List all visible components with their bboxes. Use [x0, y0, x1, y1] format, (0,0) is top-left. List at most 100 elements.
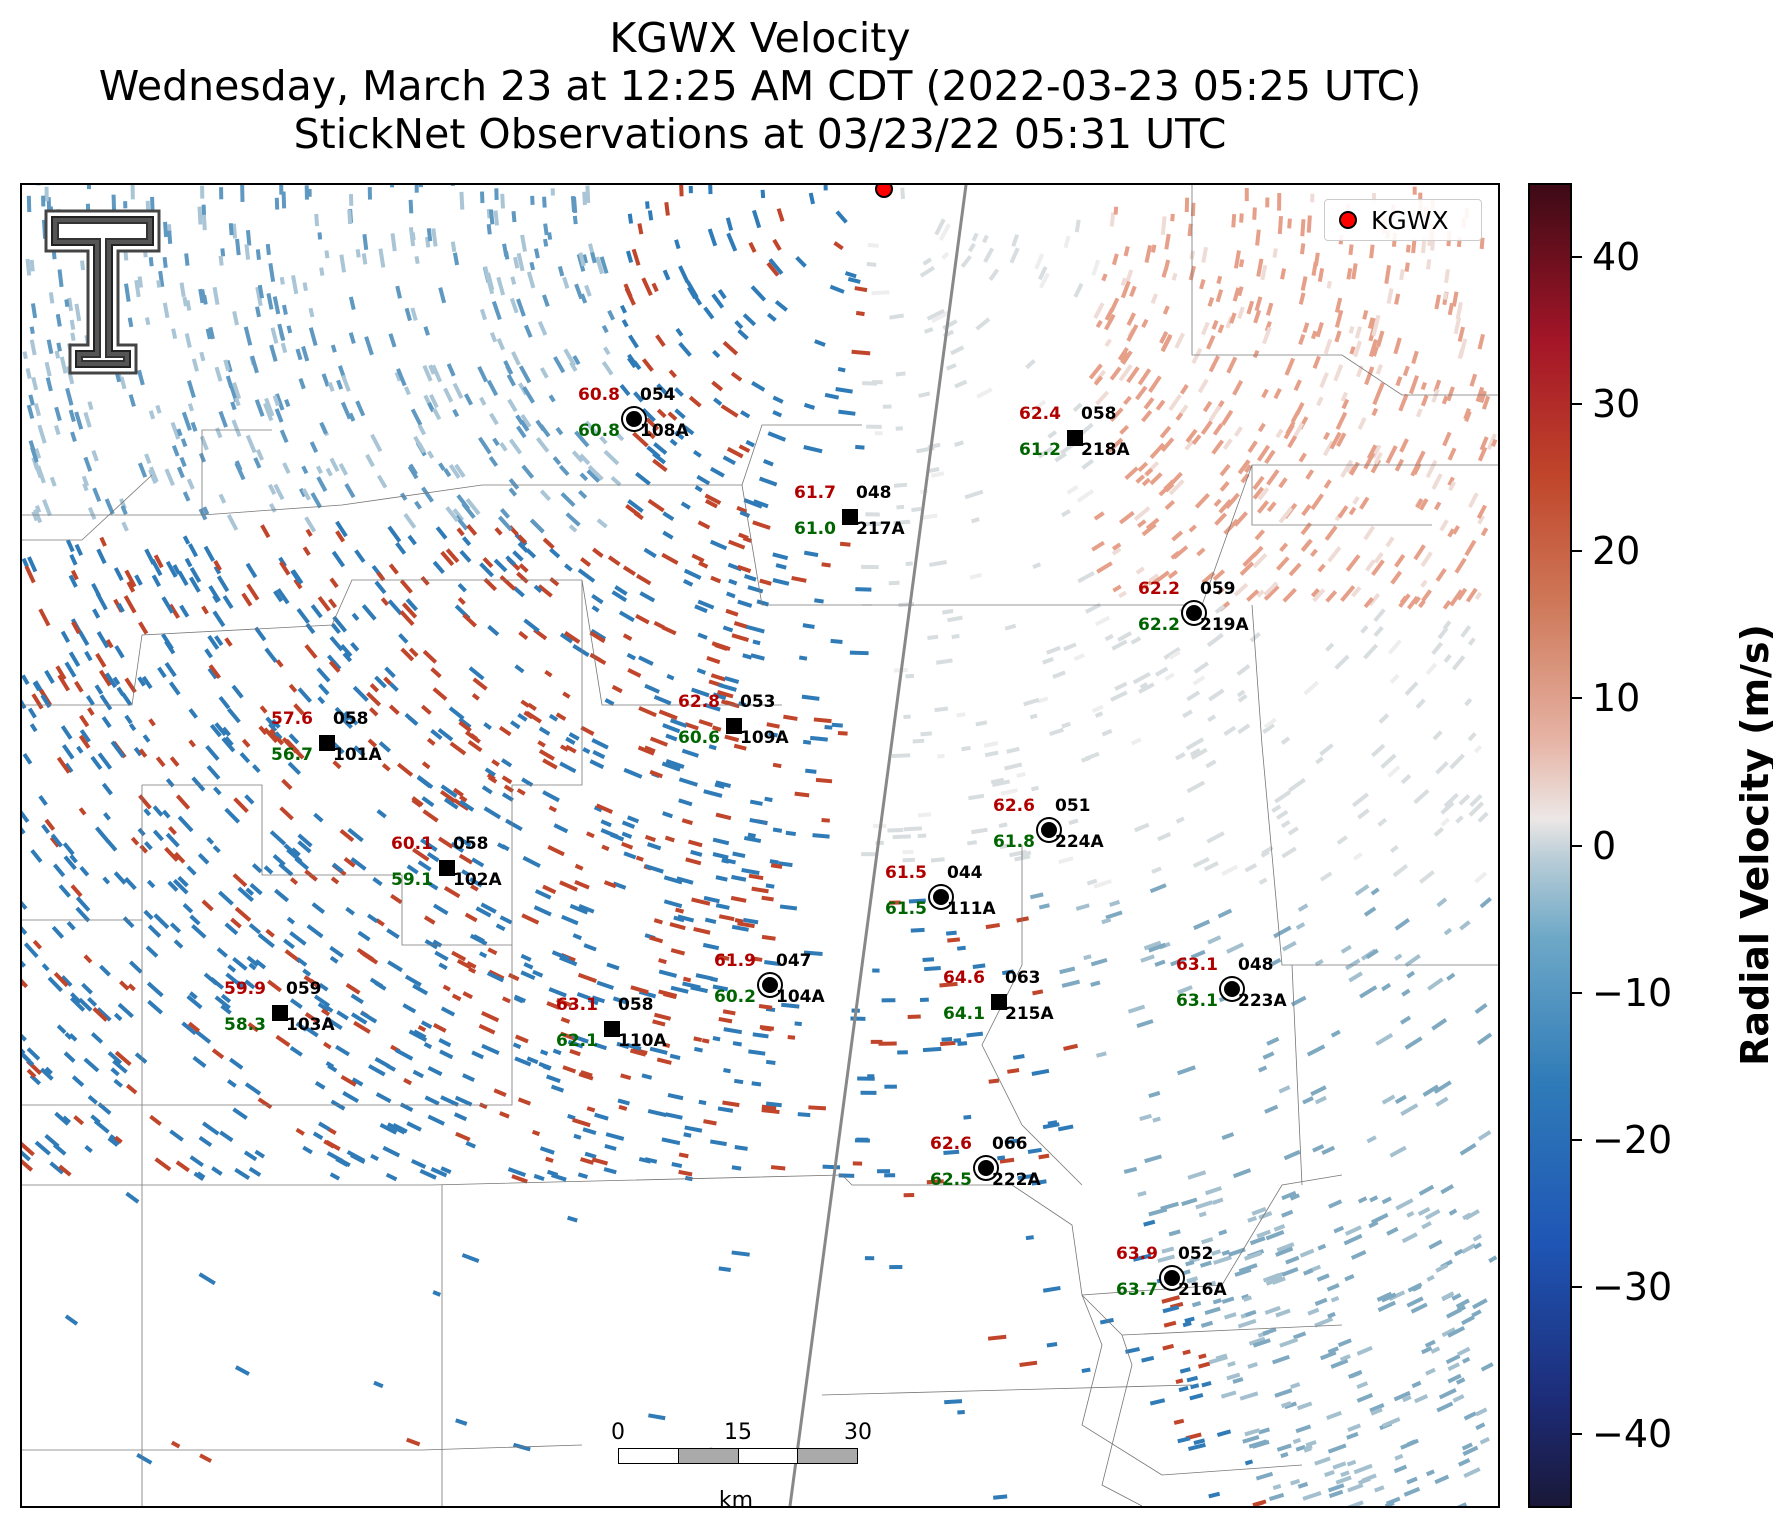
- radar-gate: [330, 623, 341, 635]
- radar-gate: [893, 519, 911, 526]
- radar-gate: [439, 1049, 454, 1060]
- radar-gate: [1143, 397, 1155, 410]
- radar-gate: [273, 590, 284, 603]
- radar-gate: [680, 501, 691, 510]
- radar-gate: [1214, 512, 1228, 526]
- radar-gate: [571, 450, 584, 463]
- radar-gate: [399, 579, 413, 594]
- radar-gate: [1139, 1113, 1152, 1122]
- radar-gate: [821, 817, 830, 823]
- radar-gate: [600, 828, 619, 839]
- radar-gate: [1046, 1342, 1058, 1348]
- radar-gate: [432, 407, 442, 421]
- radar-gate: [1186, 780, 1206, 794]
- radar-gate: [534, 248, 540, 259]
- station-marker-icon: [842, 509, 858, 525]
- radar-gate: [550, 1084, 565, 1093]
- radar-gate: [1410, 463, 1420, 477]
- radar-gate: [548, 987, 567, 998]
- station-marker-icon: [759, 974, 781, 996]
- radar-gate: [892, 834, 911, 840]
- radar-gate: [231, 684, 244, 699]
- radar-gate: [1464, 410, 1472, 423]
- radar-gate: [715, 780, 732, 789]
- radar-gate: [922, 257, 932, 266]
- radar-gate: [922, 957, 935, 962]
- radar-gate: [543, 238, 549, 247]
- radar-gate: [376, 474, 388, 489]
- radar-gate: [22, 557, 29, 568]
- radar-gate: [1446, 972, 1456, 981]
- radar-gate: [1434, 294, 1442, 310]
- radar-gate: [149, 1114, 162, 1126]
- radar-gate: [423, 915, 436, 925]
- radar-gate: [1163, 479, 1175, 491]
- radar-gate: [1263, 585, 1280, 601]
- radar-gate: [1324, 1469, 1335, 1478]
- radar-gate: [535, 419, 546, 432]
- radar-gate: [1420, 394, 1429, 407]
- radar-gate: [711, 380, 724, 392]
- radar-gate: [1072, 402, 1083, 413]
- radar-gate: [1094, 615, 1111, 627]
- radar-gate: [801, 694, 820, 701]
- radar-gate: [523, 962, 534, 970]
- radar-gate: [607, 555, 621, 567]
- radar-gate: [767, 431, 787, 442]
- radar-gate: [1149, 1398, 1166, 1406]
- radar-gate: [745, 439, 755, 448]
- radar-gate: [854, 286, 868, 293]
- radar-gate: [1464, 539, 1477, 557]
- radar-gate: [733, 621, 748, 629]
- radar-gate: [1206, 335, 1216, 350]
- radar-map[interactable]: KGWX 60.8 054 60.8 108A 62.4 058 61.2 218A 61.7 0…: [20, 183, 1500, 1508]
- radar-gate: [1132, 1253, 1152, 1262]
- radar-gate: [427, 1114, 445, 1126]
- radar-gate: [273, 483, 285, 501]
- radar-gate: [920, 731, 933, 737]
- radar-gate: [161, 596, 175, 614]
- radar-gate: [1233, 511, 1248, 527]
- radar-gate: [941, 1036, 953, 1042]
- radar-gate: [324, 1016, 343, 1030]
- radar-gate: [38, 608, 51, 627]
- radar-gate: [309, 441, 319, 453]
- radar-gate: [1293, 379, 1302, 392]
- radar-gate: [327, 1127, 337, 1135]
- radar-gate: [1247, 1215, 1258, 1223]
- radar-gate: [1152, 1116, 1161, 1123]
- radar-gate: [1029, 399, 1047, 414]
- radar-gate: [408, 199, 414, 214]
- radar-gate: [1306, 215, 1312, 233]
- radar-gate: [781, 1002, 800, 1009]
- radar-gate: [684, 722, 699, 731]
- scale-tick-30: 30: [844, 1420, 872, 1445]
- radar-gate: [1430, 1346, 1441, 1354]
- radar-gate: [572, 643, 590, 657]
- radar-gate: [521, 777, 534, 787]
- radar-gate: [1233, 250, 1241, 269]
- radar-gate: [1265, 197, 1270, 208]
- radar-gate: [168, 825, 177, 836]
- radar-gate: [54, 1111, 70, 1126]
- radar-gate: [167, 880, 179, 892]
- radar-gate: [489, 209, 495, 225]
- radar-gate: [380, 597, 390, 607]
- radar-gate: [847, 276, 861, 284]
- radar-gate: [70, 569, 79, 581]
- radar-gate: [297, 840, 312, 854]
- radar-gate: [710, 673, 726, 682]
- radar-gate: [1248, 1336, 1266, 1346]
- radar-gate: [48, 292, 55, 304]
- scale-tick-15: 15: [724, 1420, 752, 1445]
- radar-gate: [123, 595, 137, 614]
- radar-gate: [1239, 1391, 1259, 1401]
- radar-gate: [675, 907, 685, 914]
- radar-gate: [1154, 959, 1166, 967]
- radar-gate: [542, 758, 558, 770]
- radar-gate: [1414, 1394, 1429, 1404]
- radar-gate: [715, 903, 730, 910]
- radar-gate: [1408, 375, 1419, 395]
- radar-gate: [1421, 1221, 1432, 1230]
- radar-gate: [193, 1171, 205, 1181]
